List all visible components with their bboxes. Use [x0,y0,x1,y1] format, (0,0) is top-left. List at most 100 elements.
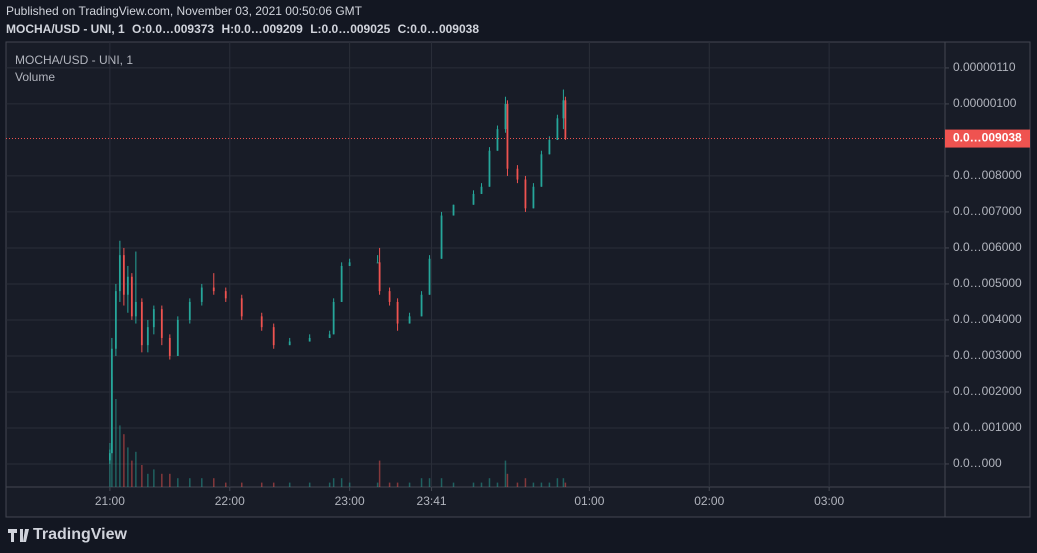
candle-body [480,186,483,194]
last-price-label: 0.0…009038 [953,131,1022,145]
x-tick-label: 23:00 [335,494,365,508]
ohlc-key: L: [310,22,321,36]
candle-body [140,301,143,346]
volume-bar [340,478,343,487]
candle-body [532,186,535,209]
candle-body [420,294,423,317]
candle-body [168,337,171,356]
logo: TradingView [8,526,128,543]
candle-body [340,265,343,302]
volume-bar [127,447,129,487]
volume-bar [452,482,455,487]
volume-bar [378,460,381,487]
y-tick-label: 0.0…004000 [953,312,1022,326]
published-note: Published on TradingView.com, November 0… [6,4,363,18]
candle-body [108,453,111,461]
ohlc-value: 0.0…009038 [410,22,479,36]
candle-body [348,262,351,266]
candle-body [504,103,507,130]
y-tick-label: 0.0…002000 [953,384,1022,398]
candle-body [110,348,113,454]
candle-body [114,291,117,349]
candle-body [332,301,335,335]
volume-bar [376,482,379,487]
candle-body [472,193,475,205]
y-tick-label: 0.0…000 [953,456,1002,470]
candle-body [288,341,291,346]
candle-body [548,139,551,155]
candle-body [516,168,519,180]
candle-body [440,215,443,259]
volume-bar [131,460,133,487]
chart-pane [5,41,1031,518]
ohlc-value: 0.0…009373 [145,22,214,36]
volume-bar [532,482,535,487]
volume-bar [260,482,263,487]
ohlc-value: 0.0…009209 [234,22,303,36]
candle-body [524,179,527,209]
candle-body [118,255,121,292]
volume-bar [153,469,155,487]
volume-bar [169,473,171,487]
volume-bar [540,482,543,487]
candle-body [272,327,275,346]
y-tick-label: 0.0…007000 [953,204,1022,218]
ohlc-key: H: [221,22,234,36]
candle-body [452,204,455,216]
volume-bar [516,482,519,487]
candle-body [496,129,499,151]
candle-body [160,309,163,338]
volume-bar [440,478,443,487]
volume-bar [161,473,163,487]
candle-body [224,291,227,299]
candle-body [378,262,381,292]
ohlc-value: 0.0…009025 [322,22,391,36]
volume-bar [348,482,351,487]
volume-bar [496,482,499,487]
candle-body [428,258,431,295]
y-tick-label: 0.0…005000 [953,276,1022,290]
candle-body [134,301,137,317]
volume-bar [332,478,335,487]
legend-volume: Volume [15,70,55,84]
volume-bar [288,482,291,487]
brand: TradingView [33,526,128,543]
volume-bar [420,478,423,487]
volume-bar [504,460,507,487]
volume-bar [480,482,483,487]
volume-bar [189,478,191,487]
y-tick-label: 0.00000110 [953,60,1016,74]
volume-bar [488,478,491,487]
volume-bar [240,482,243,487]
candle-body [376,262,379,264]
volume-bar [388,482,391,487]
candle-body [408,316,411,324]
volume-bar [135,451,137,487]
y-tick-label: 0.0…006000 [953,240,1022,254]
volume-bar [408,482,411,487]
y-tick-label: 0.00000100 [953,96,1017,110]
volume-bar [123,434,125,487]
volume-bar [272,482,275,487]
candle-body [146,327,149,346]
logo-mark [8,529,29,542]
volume-bar [147,473,149,487]
volume-bar [472,482,475,487]
candle-body [308,337,311,342]
volume-bar [556,478,559,487]
x-tick-label: 23:41 [417,494,447,508]
volume-bar [428,478,431,487]
candle-body [540,154,543,187]
volume-bar [506,473,509,487]
volume-bar [308,482,311,487]
volume-bar [119,425,121,487]
candle-body [126,276,129,295]
ohlc-key: C: [398,22,411,36]
candle-body [488,150,491,187]
candle-body [562,100,565,119]
symbol-ohlc: MOCHA/USD - UNI, 1 O:0.0…009373 H:0.0…00… [6,22,479,36]
ohlc-key: O: [132,22,145,36]
candle-body [200,287,203,302]
legend-symbol: MOCHA/USD - UNI, 1 [15,53,133,67]
x-tick-label: 02:00 [694,494,724,508]
